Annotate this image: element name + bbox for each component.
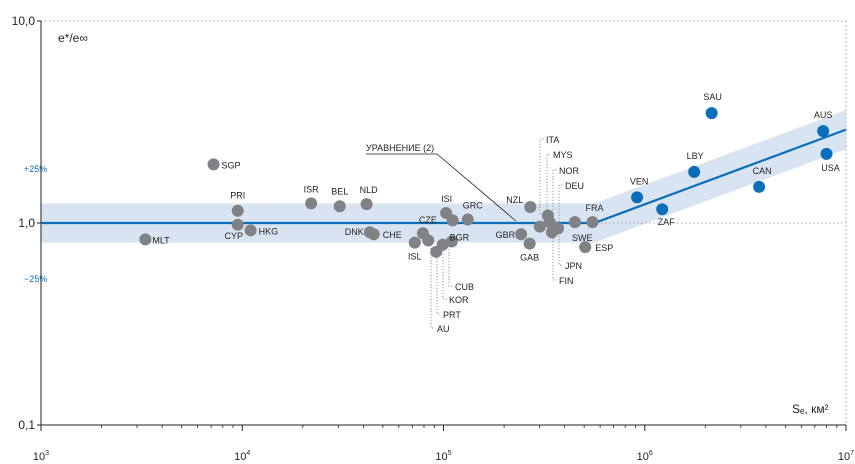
point-label: LBY [687,151,704,161]
x-axis-title: Sₑ, км² [792,402,829,416]
data-point [533,220,546,233]
data-point [688,165,701,178]
point-label: SGP [222,160,241,170]
point-label: VEN [630,176,649,186]
data-point [139,233,152,246]
point-label: ISR [304,184,320,194]
point-leader [558,184,563,222]
data-point [552,222,565,235]
x-tick-label: 105 [435,450,451,463]
point-label: USA [821,163,840,173]
data-points [139,107,833,258]
data-point [817,125,830,138]
point-label: CAN [753,166,772,176]
point-label: CHE [383,230,402,240]
point-label: MYS [553,150,573,160]
data-point [408,236,421,249]
point-leader [436,255,441,315]
point-label: BGR [450,232,470,242]
point-label: JPN [565,261,582,271]
point-label: ESP [595,243,613,253]
point-leader [442,245,447,300]
point-label: DEU [565,181,584,191]
point-label: HKG [259,226,279,236]
point-label: GBR [496,230,516,240]
data-point [333,200,346,213]
grid [41,20,847,425]
data-point [820,147,833,160]
band-minus-label: −25% [24,274,47,284]
point-leader [552,232,557,281]
data-point [524,201,537,214]
point-label: ISI [441,194,452,204]
x-tick-label: 106 [637,450,653,463]
data-point [445,235,458,248]
point-label: FRA [585,203,603,213]
data-point [305,197,318,210]
data-point [436,238,449,251]
y-tick-label: 10,0 [12,14,36,28]
data-point [586,216,599,229]
point-label: CUB [455,282,474,292]
data-point [207,158,220,171]
band-plus-label: +25% [24,164,47,174]
point-label: FIN [559,276,574,286]
point-label: BEL [331,186,348,196]
data-point [461,213,474,226]
data-point [705,107,718,120]
axes: 0,1 1,0 10,0 103 104 105 106 107 [12,14,855,463]
data-point [568,216,581,229]
point-label: SAU [703,92,722,102]
data-point [422,234,435,247]
data-point [631,191,644,204]
data-point [753,180,766,193]
point-label: NLD [360,185,379,195]
point-label: DNK [345,227,364,237]
point-label: AUS [814,110,833,120]
point-label: KOR [449,295,469,305]
point-leader [539,138,544,214]
point-leader [552,169,557,216]
data-point [231,204,244,217]
y-axis-title: e*/e∞ [58,31,88,45]
point-leader [558,236,563,266]
y-tick-label: 0,1 [18,418,35,432]
point-label: SWE [572,233,593,243]
equation-label: УРАВНЕНИЕ (2) [366,143,434,153]
data-point [367,228,380,241]
x-tick-label: 107 [838,450,854,463]
point-label: ISL [408,252,422,262]
point-label: GRC [463,201,484,211]
data-point [515,228,528,241]
point-label: CYP [225,231,244,241]
data-point [446,214,459,227]
label-leaders [366,138,563,329]
point-label: ZAF [658,217,676,227]
data-point [244,224,257,237]
point-label: MLT [152,235,170,245]
x-tick-label: 104 [234,450,250,463]
data-point [656,203,669,216]
point-label: PRI [230,191,245,201]
data-point [523,237,536,250]
y-tick-label: 1,0 [18,216,35,230]
point-label: PRT [443,310,461,320]
point-label: AU [437,324,450,334]
point-leader [546,153,551,210]
data-point [360,198,373,211]
x-tick-label: 103 [33,450,49,463]
data-point [231,218,244,231]
point-leader [448,240,453,287]
point-label: GAB [520,253,539,263]
point-leader [430,245,435,329]
equation-leader [366,153,517,222]
data-point [579,241,592,254]
point-label: NZL [506,195,523,205]
point-label: CZE [419,215,437,225]
point-label: ITA [546,135,559,145]
point-labels: MLT SGP PRI CYP HKG ISR BEL NLD DNK CHE ISL CZE AU PR… [152,92,839,334]
point-label: NOR [559,166,580,176]
